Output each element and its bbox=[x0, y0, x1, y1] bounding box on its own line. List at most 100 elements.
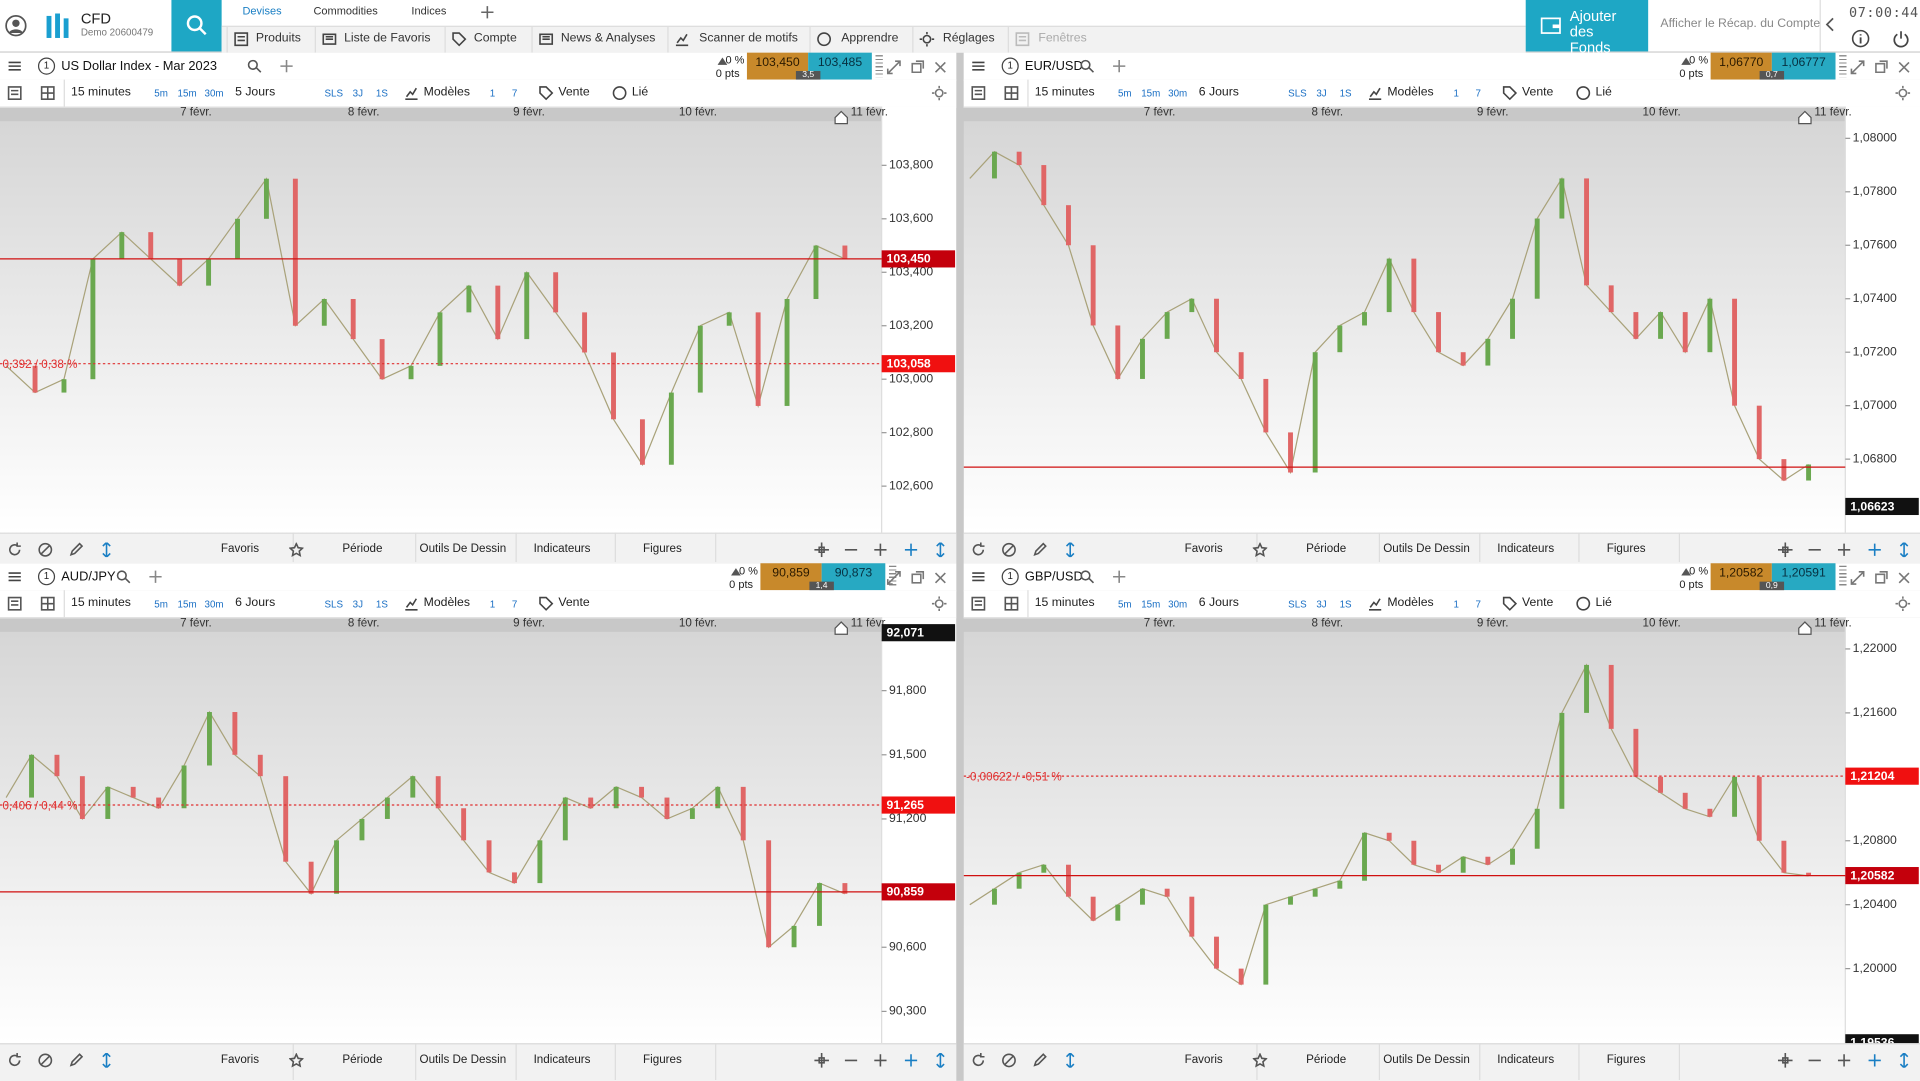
settings-icon[interactable] bbox=[971, 596, 986, 611]
bottom-tool[interactable]: Figures bbox=[1606, 542, 1646, 556]
chart-settings[interactable] bbox=[931, 596, 947, 612]
bottom-tool[interactable]: Figures bbox=[643, 1053, 682, 1067]
tool-icon[interactable] bbox=[1002, 1053, 1017, 1068]
close[interactable] bbox=[1897, 571, 1912, 586]
tool-icon[interactable] bbox=[38, 542, 53, 557]
tool-icon[interactable] bbox=[1032, 542, 1047, 557]
tool-icon[interactable] bbox=[7, 542, 22, 557]
zoom-icon[interactable] bbox=[844, 542, 859, 557]
toolbar-button[interactable]: Modèles bbox=[1387, 596, 1434, 610]
zoom-icon[interactable] bbox=[873, 542, 888, 557]
menu-item[interactable]: Produits bbox=[255, 31, 301, 46]
bottom-tool[interactable]: Figures bbox=[1606, 1053, 1646, 1067]
toolbar-button-small[interactable]: 1 bbox=[1453, 88, 1459, 100]
toolbar-button[interactable]: Vente bbox=[1522, 596, 1554, 610]
toolbar-button[interactable]: 15 minutes bbox=[1034, 596, 1095, 610]
collapse-icon[interactable] bbox=[1824, 17, 1836, 32]
close[interactable] bbox=[933, 571, 948, 586]
toolbar-button[interactable]: Modèles bbox=[423, 85, 470, 100]
bottom-tool[interactable]: Favoris bbox=[220, 542, 260, 556]
toolbar-button[interactable]: 15 minutes bbox=[1034, 85, 1095, 100]
zoom-icon[interactable] bbox=[904, 1053, 919, 1068]
tool-icon[interactable] bbox=[1032, 1053, 1047, 1068]
menu-item[interactable]: Compte bbox=[473, 31, 517, 46]
toolbar-button-small[interactable]: SLS bbox=[1288, 598, 1307, 610]
tool-icon[interactable] bbox=[99, 1053, 114, 1068]
toolbar-button[interactable]: 5 Jours bbox=[235, 85, 276, 100]
menu-item[interactable]: Apprendre bbox=[841, 31, 899, 46]
toolbar-button-small[interactable]: 15m bbox=[177, 598, 197, 610]
panel-menu[interactable] bbox=[7, 569, 22, 584]
add-chart[interactable] bbox=[1112, 59, 1127, 74]
toolbar-button-small[interactable]: 5m bbox=[1117, 598, 1132, 610]
toolbar-button-small[interactable]: 7 bbox=[1475, 88, 1481, 100]
bottom-tool[interactable]: Période bbox=[342, 1053, 383, 1067]
user-icon[interactable] bbox=[5, 15, 27, 37]
toolbar-button[interactable]: 15 minutes bbox=[71, 596, 131, 610]
zoom-icon[interactable] bbox=[873, 1053, 888, 1068]
toolbar-button[interactable]: 6 Jours bbox=[1198, 596, 1239, 610]
pop-out[interactable] bbox=[1873, 571, 1888, 586]
pop-out[interactable] bbox=[1873, 60, 1888, 75]
menu-item[interactable]: News & Analyses bbox=[560, 31, 656, 46]
toolbar-button-small[interactable]: 15m bbox=[177, 88, 197, 100]
toolbar-button[interactable]: Lié bbox=[631, 85, 649, 100]
zoom-icon[interactable] bbox=[1867, 1053, 1882, 1068]
search-button[interactable] bbox=[171, 0, 222, 52]
zoom-icon[interactable] bbox=[1807, 542, 1822, 557]
layout-icon[interactable] bbox=[40, 596, 55, 611]
toolbar-button-small[interactable]: 3J bbox=[1316, 88, 1327, 100]
bottom-tool[interactable]: Outils De Dessin bbox=[1383, 1053, 1470, 1067]
power-icon[interactable] bbox=[1892, 29, 1910, 48]
tool-icon[interactable] bbox=[69, 1053, 84, 1068]
menu-item[interactable]: Liste de Favoris bbox=[344, 31, 431, 46]
toolbar-button[interactable]: Vente bbox=[558, 596, 590, 610]
bottom-tool[interactable]: Indicateurs bbox=[1497, 1053, 1555, 1067]
tool-icon[interactable] bbox=[7, 1053, 22, 1068]
toolbar-button[interactable]: Lié bbox=[1595, 85, 1612, 100]
toolbar-button[interactable]: Vente bbox=[1522, 85, 1554, 100]
tab[interactable]: Indices bbox=[411, 4, 447, 18]
add-chart[interactable] bbox=[279, 59, 294, 74]
zoom-icon[interactable] bbox=[904, 542, 919, 557]
bottom-tool[interactable]: Outils De Dessin bbox=[419, 1053, 507, 1067]
expand[interactable] bbox=[1850, 571, 1865, 586]
panel-menu[interactable] bbox=[971, 569, 986, 584]
expand[interactable] bbox=[1850, 60, 1865, 75]
sell-price[interactable]: 103,450 bbox=[746, 52, 809, 80]
bottom-tool[interactable]: Indicateurs bbox=[533, 1053, 591, 1067]
toolbar-button[interactable]: Vente bbox=[558, 85, 590, 100]
bottom-tool[interactable]: Favoris bbox=[1184, 542, 1223, 556]
toolbar-button-small[interactable]: 1S bbox=[1339, 88, 1352, 100]
favorite-star[interactable] bbox=[1252, 1053, 1268, 1068]
panel-menu[interactable] bbox=[7, 59, 22, 74]
favorite-star[interactable] bbox=[1252, 542, 1268, 557]
symbol[interactable]: AUD/JPY bbox=[61, 569, 116, 585]
menu-item[interactable]: Scanner de motifs bbox=[699, 31, 798, 46]
toolbar-button-small[interactable]: 5m bbox=[1117, 88, 1132, 100]
zoom-icon[interactable] bbox=[1897, 542, 1912, 558]
bottom-tool[interactable]: Indicateurs bbox=[1497, 542, 1555, 556]
favorite-star[interactable] bbox=[288, 542, 304, 557]
toolbar-button-small[interactable]: 3J bbox=[1316, 598, 1327, 610]
pop-out[interactable] bbox=[910, 571, 925, 586]
bottom-tool[interactable]: Favoris bbox=[220, 1053, 260, 1067]
tool-icon[interactable] bbox=[38, 1053, 53, 1068]
bottom-tool[interactable]: Outils De Dessin bbox=[419, 542, 507, 556]
toolbar-button-small[interactable]: 1S bbox=[375, 88, 388, 100]
symbol-search[interactable] bbox=[247, 59, 262, 74]
expand[interactable] bbox=[886, 60, 902, 75]
tab[interactable]: Commodities bbox=[313, 4, 378, 18]
tool-icon[interactable] bbox=[971, 1053, 986, 1068]
layout-icon[interactable] bbox=[1004, 596, 1019, 611]
layout-icon[interactable] bbox=[1004, 86, 1019, 101]
close[interactable] bbox=[1897, 60, 1912, 75]
account-summary-link[interactable]: Afficher le Récap. du Compte bbox=[1660, 17, 1821, 31]
symbol[interactable]: EUR/USD bbox=[1024, 58, 1083, 74]
zoom-icon[interactable] bbox=[1777, 1053, 1793, 1068]
bottom-tool[interactable]: Outils De Dessin bbox=[1383, 542, 1470, 556]
chart-settings[interactable] bbox=[1895, 596, 1911, 612]
toolbar-button[interactable]: 6 Jours bbox=[1198, 85, 1239, 100]
toolbar-button[interactable]: 15 minutes bbox=[71, 85, 131, 100]
toolbar-button-small[interactable]: SLS bbox=[1288, 88, 1307, 100]
